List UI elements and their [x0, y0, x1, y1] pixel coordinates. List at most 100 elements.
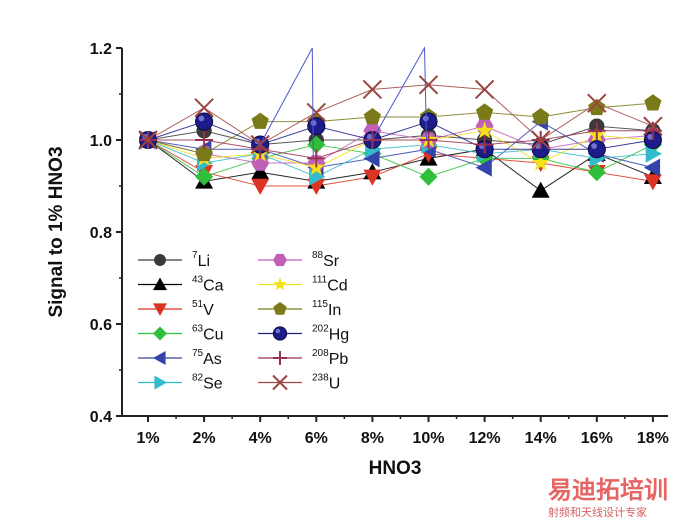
legend-marker-pb	[273, 351, 287, 365]
point-in	[195, 144, 213, 162]
x-tick-label: 16%	[581, 430, 613, 447]
legend-label-pb: 208Pb	[312, 348, 348, 368]
series-lines	[147, 84, 654, 192]
legend: 7Li 43Ca 51V 63Cu 75As 82Se 88Sr 111Cd 115In 202H…	[138, 250, 349, 393]
y-axis-title: Signal to 1% HNO3	[46, 146, 67, 317]
legend-label-hg: 202Hg	[312, 324, 349, 344]
y-tick-label: 1.2	[90, 41, 112, 58]
point-as	[643, 158, 661, 177]
spikes	[259, 46, 427, 159]
point-pb	[587, 121, 606, 140]
point-u	[530, 130, 551, 150]
point-cu	[195, 167, 214, 186]
legend-label-cd: 111Cd	[312, 275, 348, 295]
point-hg-highlight	[591, 143, 597, 149]
x-tick-label: 12%	[469, 430, 501, 447]
legend-marker-in	[273, 302, 287, 315]
point-in	[644, 94, 662, 111]
legend-marker-se	[154, 375, 167, 390]
legend-label-v: 51V	[192, 299, 214, 319]
point-as	[363, 149, 380, 168]
point-se	[645, 144, 662, 163]
series-line-cu	[147, 139, 654, 178]
legend-marker-cd	[273, 277, 287, 291]
point-pb	[307, 149, 326, 168]
series-line-in	[147, 102, 653, 155]
series-line-as	[147, 120, 654, 169]
x-tick-label: 18%	[637, 430, 669, 447]
series-line-sr	[147, 125, 653, 164]
x-tick-label: 8%	[361, 430, 384, 447]
point-as	[475, 158, 492, 177]
point-cu	[419, 167, 438, 186]
y-tick-label: 0.4	[90, 409, 112, 426]
point-v	[251, 178, 270, 195]
series-line-hg	[147, 121, 653, 150]
point-u	[138, 130, 158, 150]
legend-label-cu: 63Cu	[192, 324, 224, 344]
point-pb	[475, 135, 494, 154]
spike-line	[259, 47, 314, 159]
point-u	[194, 98, 214, 118]
point-in	[588, 98, 606, 116]
point-pb	[195, 131, 214, 149]
point-hg	[587, 140, 606, 159]
series-markers	[138, 75, 663, 198]
point-hg-highlight	[366, 133, 373, 140]
point-ca	[531, 181, 550, 198]
legend-label-ca: 43Ca	[192, 275, 224, 295]
point-in	[532, 108, 550, 125]
legend-label-u: 238U	[312, 373, 340, 393]
point-hg	[195, 112, 214, 131]
legend-marker-sr	[273, 253, 287, 267]
point-hg	[419, 112, 438, 131]
point-v	[363, 169, 382, 186]
point-cu	[587, 163, 606, 182]
point-in	[363, 108, 381, 125]
watermark-main: 易迪拓培训	[548, 476, 668, 504]
point-v	[643, 174, 662, 191]
point-u	[587, 93, 607, 113]
legend-label-sr: 88Sr	[312, 250, 340, 270]
point-u	[306, 102, 327, 123]
x-tick-label: 4%	[249, 430, 272, 447]
series-line-pb	[148, 130, 653, 159]
legend-label-li: 7Li	[192, 250, 210, 270]
legend-marker-li	[154, 254, 166, 266]
y-ticks: 0.4 0.6 0.8 1.0 1.2	[90, 41, 122, 426]
y-tick-label: 0.8	[90, 225, 112, 242]
legend-marker-v	[153, 303, 167, 316]
legend-marker-as	[153, 351, 166, 365]
x-tick-label: 14%	[525, 430, 557, 447]
legend-label-se: 82Se	[192, 373, 223, 393]
spike-line	[371, 46, 427, 141]
y-tick-label: 1.0	[90, 133, 112, 150]
x-ticks: 1% 2% 4% 6% 8% 10% 12% 14% 16% 18%	[136, 416, 669, 447]
legend-marker-ca	[153, 277, 167, 291]
point-u	[362, 79, 383, 100]
x-tick-label: 1%	[136, 430, 159, 447]
point-u	[474, 79, 495, 100]
point-hg-highlight	[647, 133, 654, 140]
point-cu	[307, 135, 326, 154]
legend-label-as: 75As	[192, 348, 222, 368]
x-tick-label: 2%	[193, 430, 216, 447]
point-u	[643, 116, 663, 136]
point-in	[251, 112, 269, 129]
point-u	[418, 75, 439, 95]
watermark-sub: 射频和天线设计专家	[548, 505, 647, 519]
point-hg-highlight	[198, 115, 205, 122]
legend-marker-hg	[272, 326, 288, 341]
watermark: 易迪拓培训 射频和天线设计专家	[548, 476, 668, 519]
legend-marker-cu	[153, 326, 167, 341]
point-cd	[475, 121, 494, 139]
y-tick-label: 0.6	[90, 317, 112, 334]
legend-marker-hg-highlight	[275, 328, 281, 334]
plot-area: 0.4 0.6 0.8 1.0 1.2 1% 2% 4% 6% 8% 10% 12% 14% 16% 18…	[90, 41, 669, 447]
point-hg	[307, 117, 326, 136]
x-axis-title: HNO3	[369, 458, 422, 479]
point-in	[476, 103, 494, 120]
point-hg-highlight	[310, 120, 317, 126]
x-tick-label: 10%	[412, 430, 444, 447]
